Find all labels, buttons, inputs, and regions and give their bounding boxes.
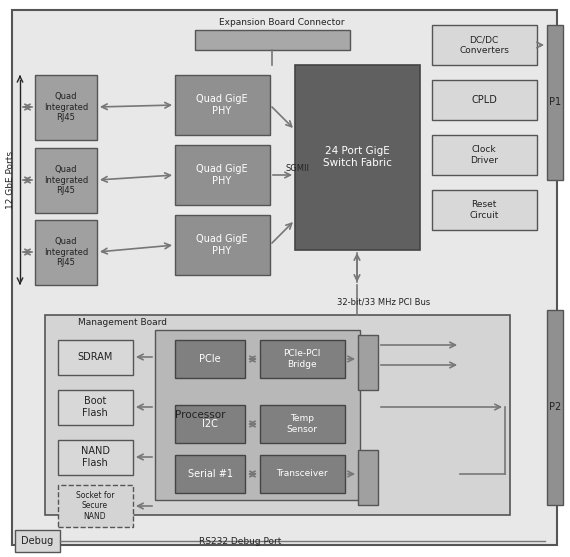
Bar: [35, 148, 97, 213]
Text: PCIe-PCI
Bridge: PCIe-PCI Bridge: [283, 349, 321, 369]
Bar: [58, 340, 133, 375]
Text: Quad GigE
PHY: Quad GigE PHY: [196, 164, 248, 186]
Bar: [175, 455, 245, 493]
Text: Quad GigE
PHY: Quad GigE PHY: [196, 234, 248, 256]
Text: Transceiver: Transceiver: [276, 470, 328, 478]
Text: 24 Port GigE
Switch Fabric: 24 Port GigE Switch Fabric: [323, 146, 392, 168]
Bar: [432, 80, 537, 120]
Text: Boot
Flash: Boot Flash: [82, 396, 108, 418]
Bar: [260, 405, 345, 443]
Bar: [155, 330, 360, 500]
Text: Debug: Debug: [21, 536, 53, 546]
Text: Processor: Processor: [175, 410, 225, 420]
Bar: [35, 75, 97, 140]
Bar: [58, 485, 133, 527]
Bar: [58, 390, 133, 425]
Text: Quad GigE
PHY: Quad GigE PHY: [196, 94, 248, 116]
Text: Reset
Circuit: Reset Circuit: [469, 201, 499, 219]
Bar: [58, 440, 133, 475]
Text: 32-bit/33 MHz PCI Bus: 32-bit/33 MHz PCI Bus: [337, 297, 430, 306]
Bar: [432, 190, 537, 230]
Bar: [195, 30, 350, 50]
Bar: [260, 455, 345, 493]
Text: PCIe: PCIe: [199, 354, 221, 364]
Bar: [432, 135, 537, 175]
Text: 12 GbE Ports: 12 GbE Ports: [6, 151, 14, 209]
Text: Expansion Board Connector: Expansion Board Connector: [219, 17, 345, 27]
Text: Management Board: Management Board: [78, 317, 167, 326]
Bar: [547, 310, 563, 505]
Bar: [260, 340, 345, 378]
Bar: [175, 145, 270, 205]
Text: Quad
Integrated
RJ45: Quad Integrated RJ45: [44, 165, 88, 195]
Text: Clock
Driver: Clock Driver: [470, 145, 498, 165]
Bar: [295, 65, 420, 250]
Text: I2C: I2C: [202, 419, 218, 429]
Bar: [432, 25, 537, 65]
Bar: [15, 530, 60, 552]
Text: NAND
Flash: NAND Flash: [80, 446, 109, 468]
Bar: [175, 340, 245, 378]
Text: SDRAM: SDRAM: [78, 352, 113, 362]
Text: SGMII: SGMII: [285, 164, 309, 173]
Text: P1: P1: [549, 97, 561, 107]
Text: CPLD: CPLD: [471, 95, 497, 105]
Bar: [358, 450, 378, 505]
Bar: [175, 405, 245, 443]
Text: P2: P2: [549, 402, 561, 412]
Text: DC/DC
Converters: DC/DC Converters: [459, 35, 509, 55]
Text: RS232 Debug Port: RS232 Debug Port: [199, 536, 281, 545]
Text: Quad
Integrated
RJ45: Quad Integrated RJ45: [44, 237, 88, 267]
Bar: [175, 215, 270, 275]
Text: Socket for
Secure
NAND: Socket for Secure NAND: [76, 491, 114, 521]
Bar: [35, 220, 97, 285]
Bar: [45, 315, 510, 515]
Bar: [547, 25, 563, 180]
Text: Serial #1: Serial #1: [188, 469, 233, 479]
Text: Quad
Integrated
RJ45: Quad Integrated RJ45: [44, 92, 88, 122]
Bar: [358, 335, 378, 390]
Text: Temp
Sensor: Temp Sensor: [287, 414, 317, 434]
Bar: [175, 75, 270, 135]
